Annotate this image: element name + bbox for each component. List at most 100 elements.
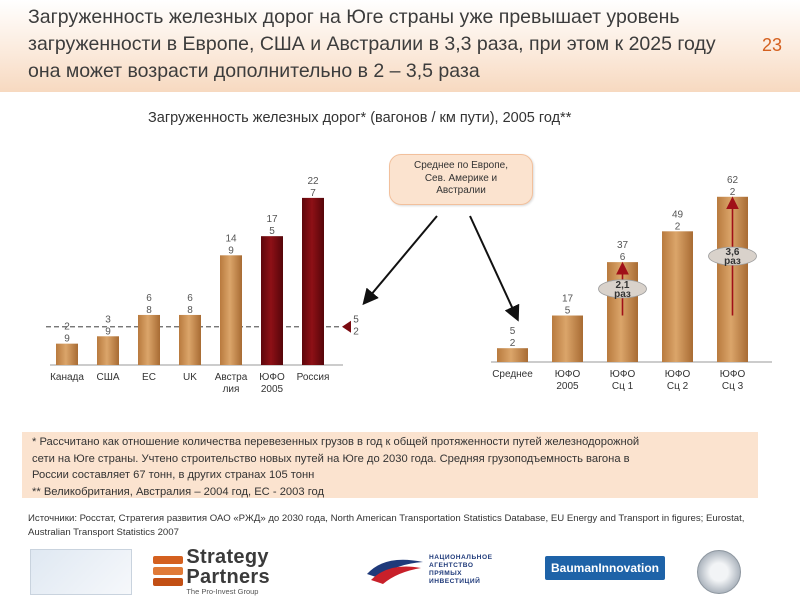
- value-label-line: 8: [187, 305, 193, 316]
- page-title: Загруженность железных дорог на Юге стра…: [28, 6, 716, 82]
- growth-label: 3,6 раз: [724, 247, 741, 267]
- reference-label-line: 2: [353, 327, 359, 338]
- bar: [97, 336, 119, 365]
- value-label-line: 9: [64, 334, 70, 345]
- category-label-line: Сц 2: [667, 381, 689, 392]
- category-label: ЕС: [142, 372, 156, 383]
- growth-label-line: 3,6: [726, 247, 740, 258]
- callout-line: Среднее по Европе,: [414, 160, 508, 171]
- footnote-line: России составляет 67 тонн, в других стра…: [32, 469, 315, 481]
- value-label-line: 17: [562, 294, 574, 305]
- strategy-partners-tagline: The Pro-Invest Group: [186, 586, 259, 596]
- bar: [302, 197, 324, 365]
- category-label-line: ЮФО: [665, 369, 691, 380]
- category-label-line: Канада: [50, 372, 84, 383]
- page-number: 23: [762, 35, 783, 55]
- category-label-line: UK: [183, 372, 197, 383]
- category-label-line: Сц 3: [722, 381, 744, 392]
- category-label-line: ЮФО: [610, 369, 636, 380]
- value-label: 62 2: [727, 175, 739, 198]
- category-label: Среднее: [492, 369, 533, 380]
- growth-badge: [598, 279, 647, 299]
- footnote-line: сети на Юге страны. Учтено строительство…: [32, 452, 630, 465]
- value-label-line: 17: [266, 214, 278, 225]
- category-label-line: Среднее: [492, 369, 533, 380]
- value-label-line: 49: [672, 209, 684, 220]
- category-label: ЮФО 2005: [555, 369, 581, 392]
- value-label-line: 22: [307, 176, 319, 187]
- value-label-line: 37: [617, 240, 629, 251]
- value-label-line: 5: [510, 326, 516, 337]
- bauman-innovation-logo: BaumanInnovation: [545, 556, 665, 580]
- category-label: Россия: [297, 372, 330, 383]
- category-label-line: лия: [223, 384, 240, 395]
- category-label: Австра лия: [215, 372, 248, 395]
- category-label: Канада: [50, 372, 84, 383]
- value-label: 17 5: [266, 214, 278, 237]
- value-label-line: 2: [730, 187, 736, 198]
- value-label: 22 7: [307, 176, 319, 199]
- nap-line: ПРЯМЫХ: [429, 570, 463, 577]
- value-label-line: 2: [64, 322, 70, 333]
- value-label-line: 5: [565, 306, 571, 317]
- value-label-line: 3: [105, 314, 111, 325]
- value-label-line: 6: [620, 252, 626, 263]
- category-label: США: [96, 372, 119, 383]
- category-label-line: Россия: [297, 372, 330, 383]
- partner-logo-left: [30, 549, 132, 595]
- bar: [138, 314, 160, 365]
- bar: [552, 315, 583, 362]
- bar: [662, 231, 693, 362]
- value-label-line: 9: [105, 326, 111, 337]
- category-label-line: ЕС: [142, 372, 156, 383]
- reference-label-line: 5: [353, 315, 359, 326]
- value-label-line: 8: [146, 305, 152, 316]
- value-label-line: 6: [146, 293, 152, 304]
- callout-arrow-left: [362, 215, 438, 306]
- category-label: ЮФО Сц 3: [720, 369, 746, 392]
- growth-label-line: 2,1: [616, 280, 630, 291]
- strategy-partners-name: Strategy Partners: [186, 545, 270, 588]
- bar: [261, 236, 283, 365]
- category-label-line: ЮФО: [720, 369, 746, 380]
- category-label: UK: [183, 372, 197, 383]
- footnotes-box: * Рассчитано как отношение количества пе…: [22, 432, 758, 498]
- value-label-line: 6: [187, 293, 193, 304]
- growth-label: 2,1 раз: [614, 280, 631, 300]
- category-label-line: Австра: [215, 372, 248, 383]
- bar: [56, 343, 78, 365]
- footnote-line: * Рассчитано как отношение количества пе…: [32, 436, 640, 448]
- category-label-line: 2005: [261, 384, 284, 395]
- nap-line: НАЦИОНАЛЬНОЕ: [429, 554, 493, 561]
- value-label-line: 9: [228, 245, 234, 256]
- category-label: ЮФО Сц 1: [610, 369, 636, 392]
- callout-arrow-right: [469, 215, 520, 322]
- sources-text: Источники: Росстат, Стратегия развития О…: [28, 513, 745, 538]
- strategy-partners-icon: [153, 556, 183, 586]
- chart-title: Загруженность железных дорог* (вагонов /…: [148, 110, 572, 126]
- header-band: [0, 0, 800, 92]
- strategy-partners-logo: Strategy Partners The Pro-Invest Group: [153, 547, 343, 596]
- category-label-line: Сц 1: [612, 381, 634, 392]
- category-label-line: ЮФО: [259, 372, 285, 383]
- growth-label-line: раз: [724, 256, 741, 267]
- nap-line: ИНВЕСТИЦИЙ: [429, 578, 481, 585]
- value-label-line: 5: [269, 226, 275, 237]
- growth-badge: [708, 246, 757, 266]
- category-label-line: США: [96, 372, 119, 383]
- value-label-line: 62: [727, 175, 739, 186]
- value-label-line: 14: [225, 233, 237, 244]
- callout-box: Среднее по Европе, Сев. Америке и Австра…: [389, 154, 533, 205]
- reference-marker-icon: [342, 320, 351, 333]
- category-label-line: ЮФО: [555, 369, 581, 380]
- value-label: 14 9: [225, 233, 237, 256]
- bar: [497, 348, 528, 362]
- value-label: 37 6: [617, 240, 629, 263]
